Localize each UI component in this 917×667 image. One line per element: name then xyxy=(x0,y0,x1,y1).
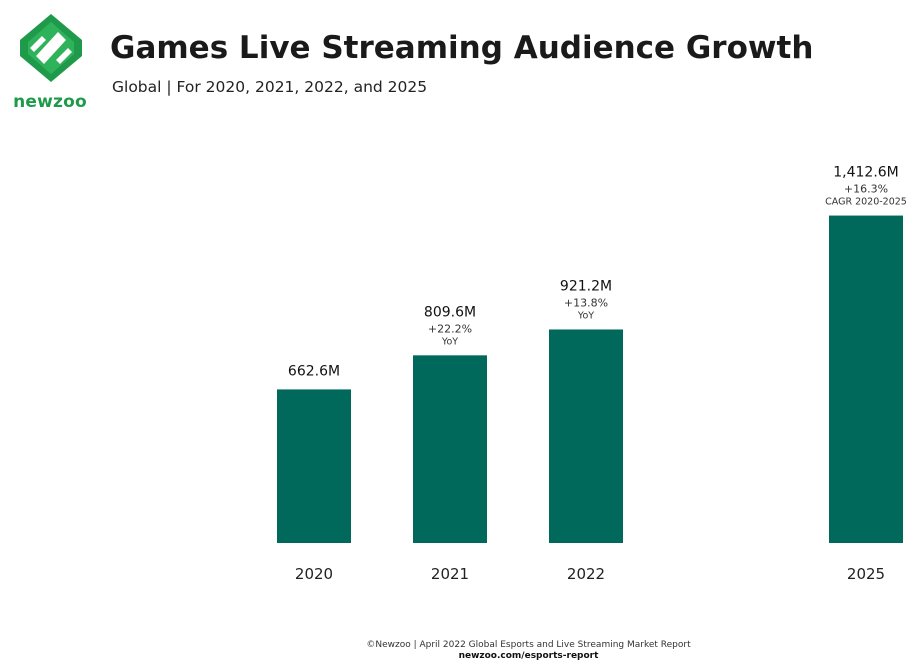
growth-label: +22.2% xyxy=(428,322,472,335)
x-tick-label: 2025 xyxy=(847,565,885,583)
footer-url: newzoo.com/esports-report xyxy=(458,651,599,661)
growth-label: +16.3% xyxy=(844,183,888,196)
x-tick-label: 2022 xyxy=(567,565,605,583)
newzoo-logo-icon xyxy=(20,14,82,82)
value-label: 1,412.6M xyxy=(833,165,899,181)
logo-wordmark: newzoo xyxy=(13,92,87,112)
x-tick-label: 2021 xyxy=(431,565,469,583)
bar-2022 xyxy=(549,329,623,543)
bar-2021 xyxy=(413,355,487,543)
footer-source: ©Newzoo | April 2022 Global Esports and … xyxy=(366,640,691,650)
value-label: 921.2M xyxy=(560,278,612,294)
growth-note: YoY xyxy=(441,336,458,347)
value-label: 809.6M xyxy=(424,304,476,320)
growth-label: +13.8% xyxy=(564,296,608,309)
growth-note: CAGR 2020-2025 xyxy=(825,197,907,208)
newzoo-logo: newzoo xyxy=(8,12,92,116)
bar-2025 xyxy=(829,215,903,543)
value-label: 662.6M xyxy=(288,363,340,379)
bar-2020 xyxy=(277,389,351,543)
growth-note: YoY xyxy=(577,310,594,321)
footer: ©Newzoo | April 2022 Global Esports and … xyxy=(0,640,917,661)
page-title: Games Live Streaming Audience Growth xyxy=(110,30,814,66)
page-subtitle: Global | For 2020, 2021, 2022, and 2025 xyxy=(112,78,428,96)
x-tick-label: 2020 xyxy=(295,565,333,583)
